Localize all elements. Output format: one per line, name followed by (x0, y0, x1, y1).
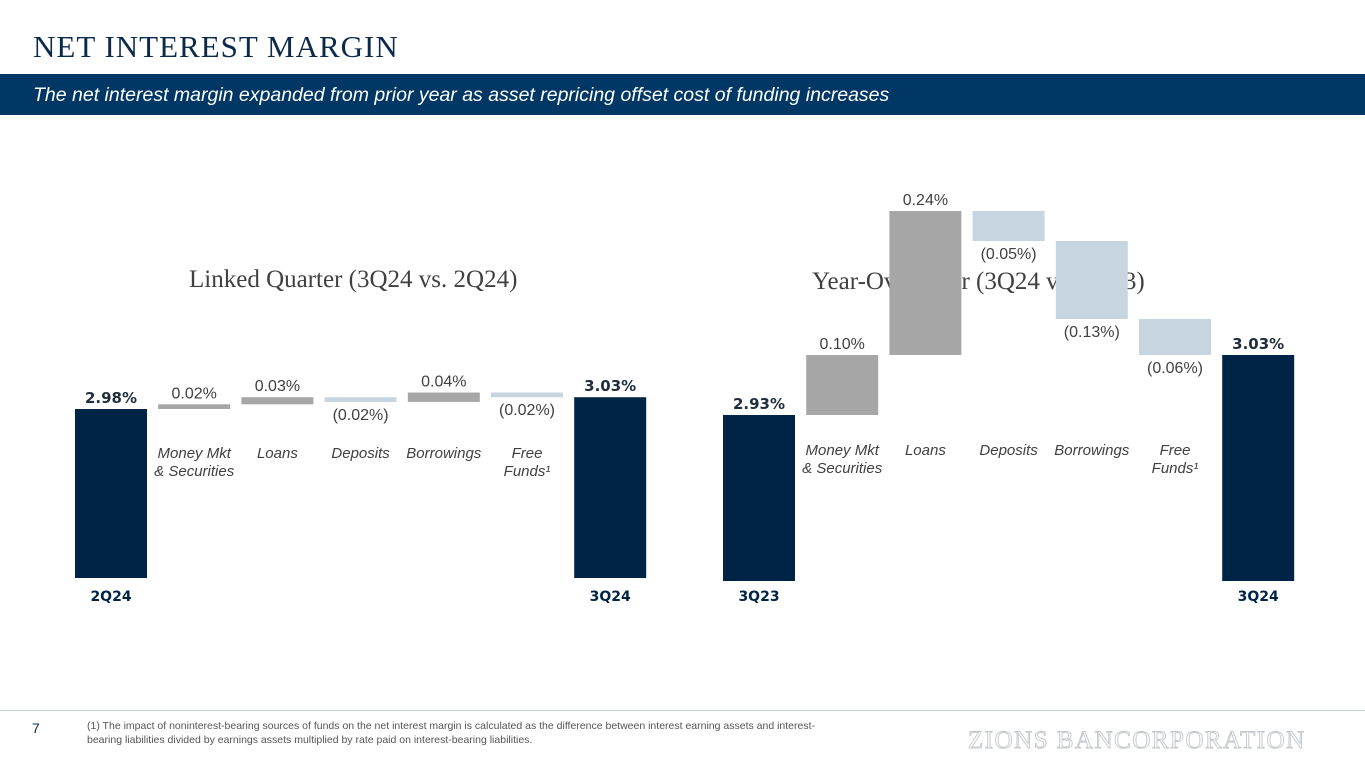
lq-value-label-money-mkt-securities: 0.02% (172, 385, 217, 402)
yoy-bar-3q24 (1222, 355, 1295, 581)
yoy-value-label-3q24: 3.03% (1232, 335, 1284, 353)
lq-bar-borrowings (407, 392, 480, 402)
lq-bar-3q24 (574, 397, 647, 578)
yoy-bar-loans (889, 211, 962, 355)
yoy-value-label-loans: 0.24% (903, 192, 948, 209)
yoy-category-label-3q23: 3Q23 (738, 589, 779, 605)
page-number: 7 (32, 720, 40, 736)
yoy-bar-money-mkt-securities (806, 355, 879, 415)
lq-bar-2q24 (75, 409, 147, 578)
yoy-bar-free-funds (1139, 319, 1211, 355)
lq-category-label-deposits: Deposits (331, 445, 390, 462)
svg-text:ZIONS BANCORPORATION: ZIONS BANCORPORATION (968, 727, 1306, 754)
yoy-category-label-deposits: Deposits (979, 442, 1038, 459)
lq-value-label-borrowings: 0.04% (421, 374, 466, 391)
lq-category-label-loans: Loans (257, 445, 298, 462)
yoy-category-label-free-funds: Free Funds¹ (1152, 442, 1199, 477)
yoy-category-label-loans: Loans (905, 442, 946, 459)
yoy-bar-deposits (972, 211, 1045, 241)
lq-value-label-3q24: 3.03% (584, 377, 636, 395)
yoy-category-label-3q24: 3Q24 (1238, 589, 1279, 605)
chart-title-linked-quarter: Linked Quarter (3Q24 vs. 2Q24) (189, 266, 518, 293)
lq-value-label-free-funds: (0.02%) (499, 402, 555, 419)
footer-divider (0, 710, 1365, 711)
lq-category-label-borrowings: Borrowings (406, 445, 482, 462)
lq-value-label-loans: 0.03% (255, 378, 300, 395)
yoy-value-label-deposits: (0.05%) (981, 246, 1037, 263)
page-title: NET INTEREST MARGIN (33, 29, 399, 64)
yoy-value-label-3q23: 2.93% (733, 395, 785, 413)
lq-value-label-2q24: 2.98% (85, 389, 137, 407)
lq-value-label-deposits: (0.02%) (333, 407, 389, 424)
yoy-value-label-borrowings: (0.13%) (1064, 324, 1120, 341)
lq-category-label-2q24: 2Q24 (90, 589, 131, 605)
yoy-category-label-borrowings: Borrowings (1054, 442, 1130, 459)
lq-bar-free-funds (491, 392, 563, 398)
lq-category-label-free-funds: Free Funds¹ (504, 445, 551, 480)
lq-category-label-money-mkt-securities: Money Mkt & Securities (154, 445, 235, 480)
yoy-value-label-free-funds: (0.06%) (1147, 360, 1203, 377)
yoy-category-label-money-mkt-securities: Money Mkt & Securities (802, 442, 883, 477)
footnote: (1) The impact of noninterest-bearing so… (87, 720, 816, 746)
lq-category-label-3q24: 3Q24 (590, 589, 631, 605)
subtitle-banner: The net interest margin expanded from pr… (0, 74, 1365, 115)
lq-bar-money-mkt-securities (158, 404, 231, 409)
yoy-value-label-money-mkt-securities: 0.10% (820, 336, 865, 353)
lq-bar-deposits (324, 397, 397, 402)
yoy-bar-borrowings (1055, 241, 1128, 319)
yoy-bar-3q23 (723, 415, 795, 581)
lq-bar-loans (241, 397, 314, 405)
zions-bancorporation-logo: ZIONS BANCORPORATION (968, 727, 1306, 754)
subtitle-text: The net interest margin expanded from pr… (33, 84, 890, 106)
